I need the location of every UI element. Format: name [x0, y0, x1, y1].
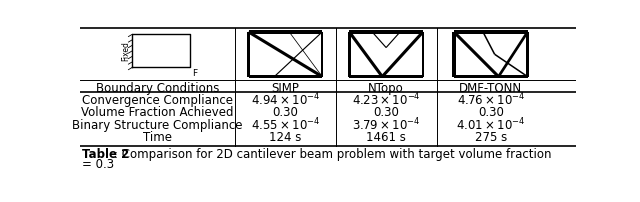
Polygon shape — [454, 75, 527, 78]
Polygon shape — [483, 32, 495, 55]
Text: F: F — [192, 69, 197, 78]
Text: 0.30: 0.30 — [478, 106, 504, 119]
Polygon shape — [248, 30, 322, 34]
Text: 0.30: 0.30 — [273, 106, 298, 119]
Polygon shape — [348, 32, 351, 77]
Polygon shape — [452, 32, 456, 77]
Polygon shape — [289, 32, 323, 77]
Text: Convergence Compliance: Convergence Compliance — [82, 94, 233, 107]
Polygon shape — [349, 75, 423, 78]
Polygon shape — [348, 31, 383, 78]
Polygon shape — [381, 31, 424, 78]
Polygon shape — [247, 32, 250, 77]
Polygon shape — [349, 30, 423, 34]
Text: : Comparison for 2D cantilever beam problem with target volume fraction: : Comparison for 2D cantilever beam prob… — [114, 148, 552, 161]
Text: $4.01 \times 10^{-4}$: $4.01 \times 10^{-4}$ — [456, 117, 525, 133]
Text: $4.76 \times 10^{-4}$: $4.76 \times 10^{-4}$ — [456, 92, 525, 109]
Text: 0.30: 0.30 — [373, 106, 399, 119]
Polygon shape — [321, 32, 323, 77]
Text: Table 2: Table 2 — [83, 148, 129, 161]
Text: $4.23 \times 10^{-4}$: $4.23 \times 10^{-4}$ — [352, 92, 420, 109]
Polygon shape — [497, 31, 529, 77]
Polygon shape — [422, 32, 424, 77]
Text: SIMP: SIMP — [271, 82, 300, 95]
Polygon shape — [248, 31, 323, 78]
Polygon shape — [526, 32, 529, 77]
Polygon shape — [386, 32, 401, 48]
Text: Fixed: Fixed — [121, 41, 130, 61]
Text: NTopo: NTopo — [368, 82, 404, 95]
Text: Boundary Conditions: Boundary Conditions — [96, 82, 219, 95]
Polygon shape — [274, 32, 323, 77]
Text: $4.94 \times 10^{-4}$: $4.94 \times 10^{-4}$ — [251, 92, 320, 109]
Text: $3.79 \times 10^{-4}$: $3.79 \times 10^{-4}$ — [352, 117, 420, 133]
Text: $4.55 \times 10^{-4}$: $4.55 \times 10^{-4}$ — [251, 117, 320, 133]
Text: Binary Structure Compliance: Binary Structure Compliance — [72, 119, 243, 132]
Text: Volume Fraction Achieved: Volume Fraction Achieved — [81, 106, 234, 119]
Text: 124 s: 124 s — [269, 131, 301, 144]
Polygon shape — [453, 31, 500, 78]
Text: 1461 s: 1461 s — [366, 131, 406, 144]
Text: 275 s: 275 s — [475, 131, 507, 144]
Polygon shape — [248, 75, 322, 78]
Polygon shape — [454, 30, 527, 34]
Text: Time: Time — [143, 131, 172, 144]
Text: = 0.3: = 0.3 — [83, 158, 115, 171]
Text: DMF-TONN: DMF-TONN — [459, 82, 522, 95]
Polygon shape — [372, 32, 387, 48]
Polygon shape — [494, 54, 528, 77]
